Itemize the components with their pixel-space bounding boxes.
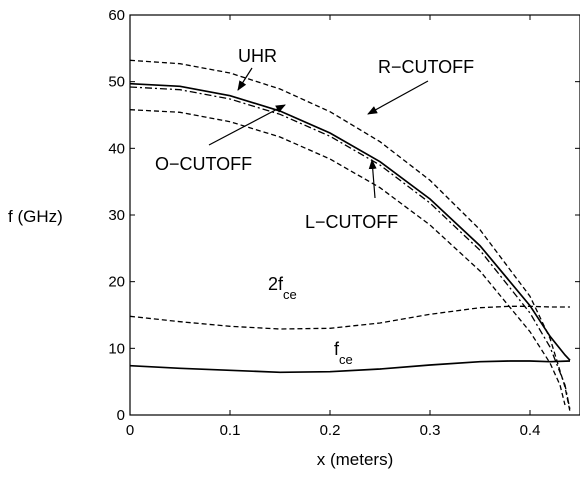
y-tick-label: 40 [108,140,125,157]
y-axis-label: f (GHz) [8,207,63,226]
series-line-f-ce [129,360,571,374]
annotation-r-cutoff: R−CUTOFF [378,57,474,77]
annotation-l-cutoff: L−CUTOFF [305,212,398,232]
annotations: UHR R−CUTOFF O−CUTOFF L−CUTOFF 2fce fce [155,46,474,367]
x-axis-label: x (meters) [317,450,394,469]
series-line-l-cutoff [129,109,566,406]
x-tick-label: 0.4 [520,422,541,439]
series-line-uhr [129,82,571,361]
annotation-arrow [368,159,377,199]
annotation-uhr: UHR [238,46,277,66]
y-tick-label: 10 [108,340,125,357]
x-tick-label: 0.1 [220,422,241,439]
x-tick-label: 0.3 [420,422,441,439]
plot-lines [129,59,571,412]
annotation-arrow [367,80,429,115]
annotation-arrow [237,67,253,91]
annotation-fce: fce [334,339,353,367]
annotation-arrow [208,104,286,146]
annotation-2fce: 2fce [268,274,297,302]
y-tick-label: 60 [108,7,125,24]
y-tick-label: 30 [108,207,125,224]
x-tick-label: 0 [126,422,134,439]
series-line-2f-ce [129,305,570,330]
annotation-o-cutoff: O−CUTOFF [155,154,252,174]
y-tick-label: 50 [108,74,125,91]
x-tick-label: 0.2 [320,422,341,439]
y-tick-label: 0 [117,407,125,424]
series-line-o-cutoff [129,86,571,410]
axes: 0 0.1 0.2 0.3 0.4 0 10 20 30 40 50 60 [108,7,580,439]
series-line-r-cutoff [129,59,571,412]
y-tick-label: 20 [108,274,125,291]
